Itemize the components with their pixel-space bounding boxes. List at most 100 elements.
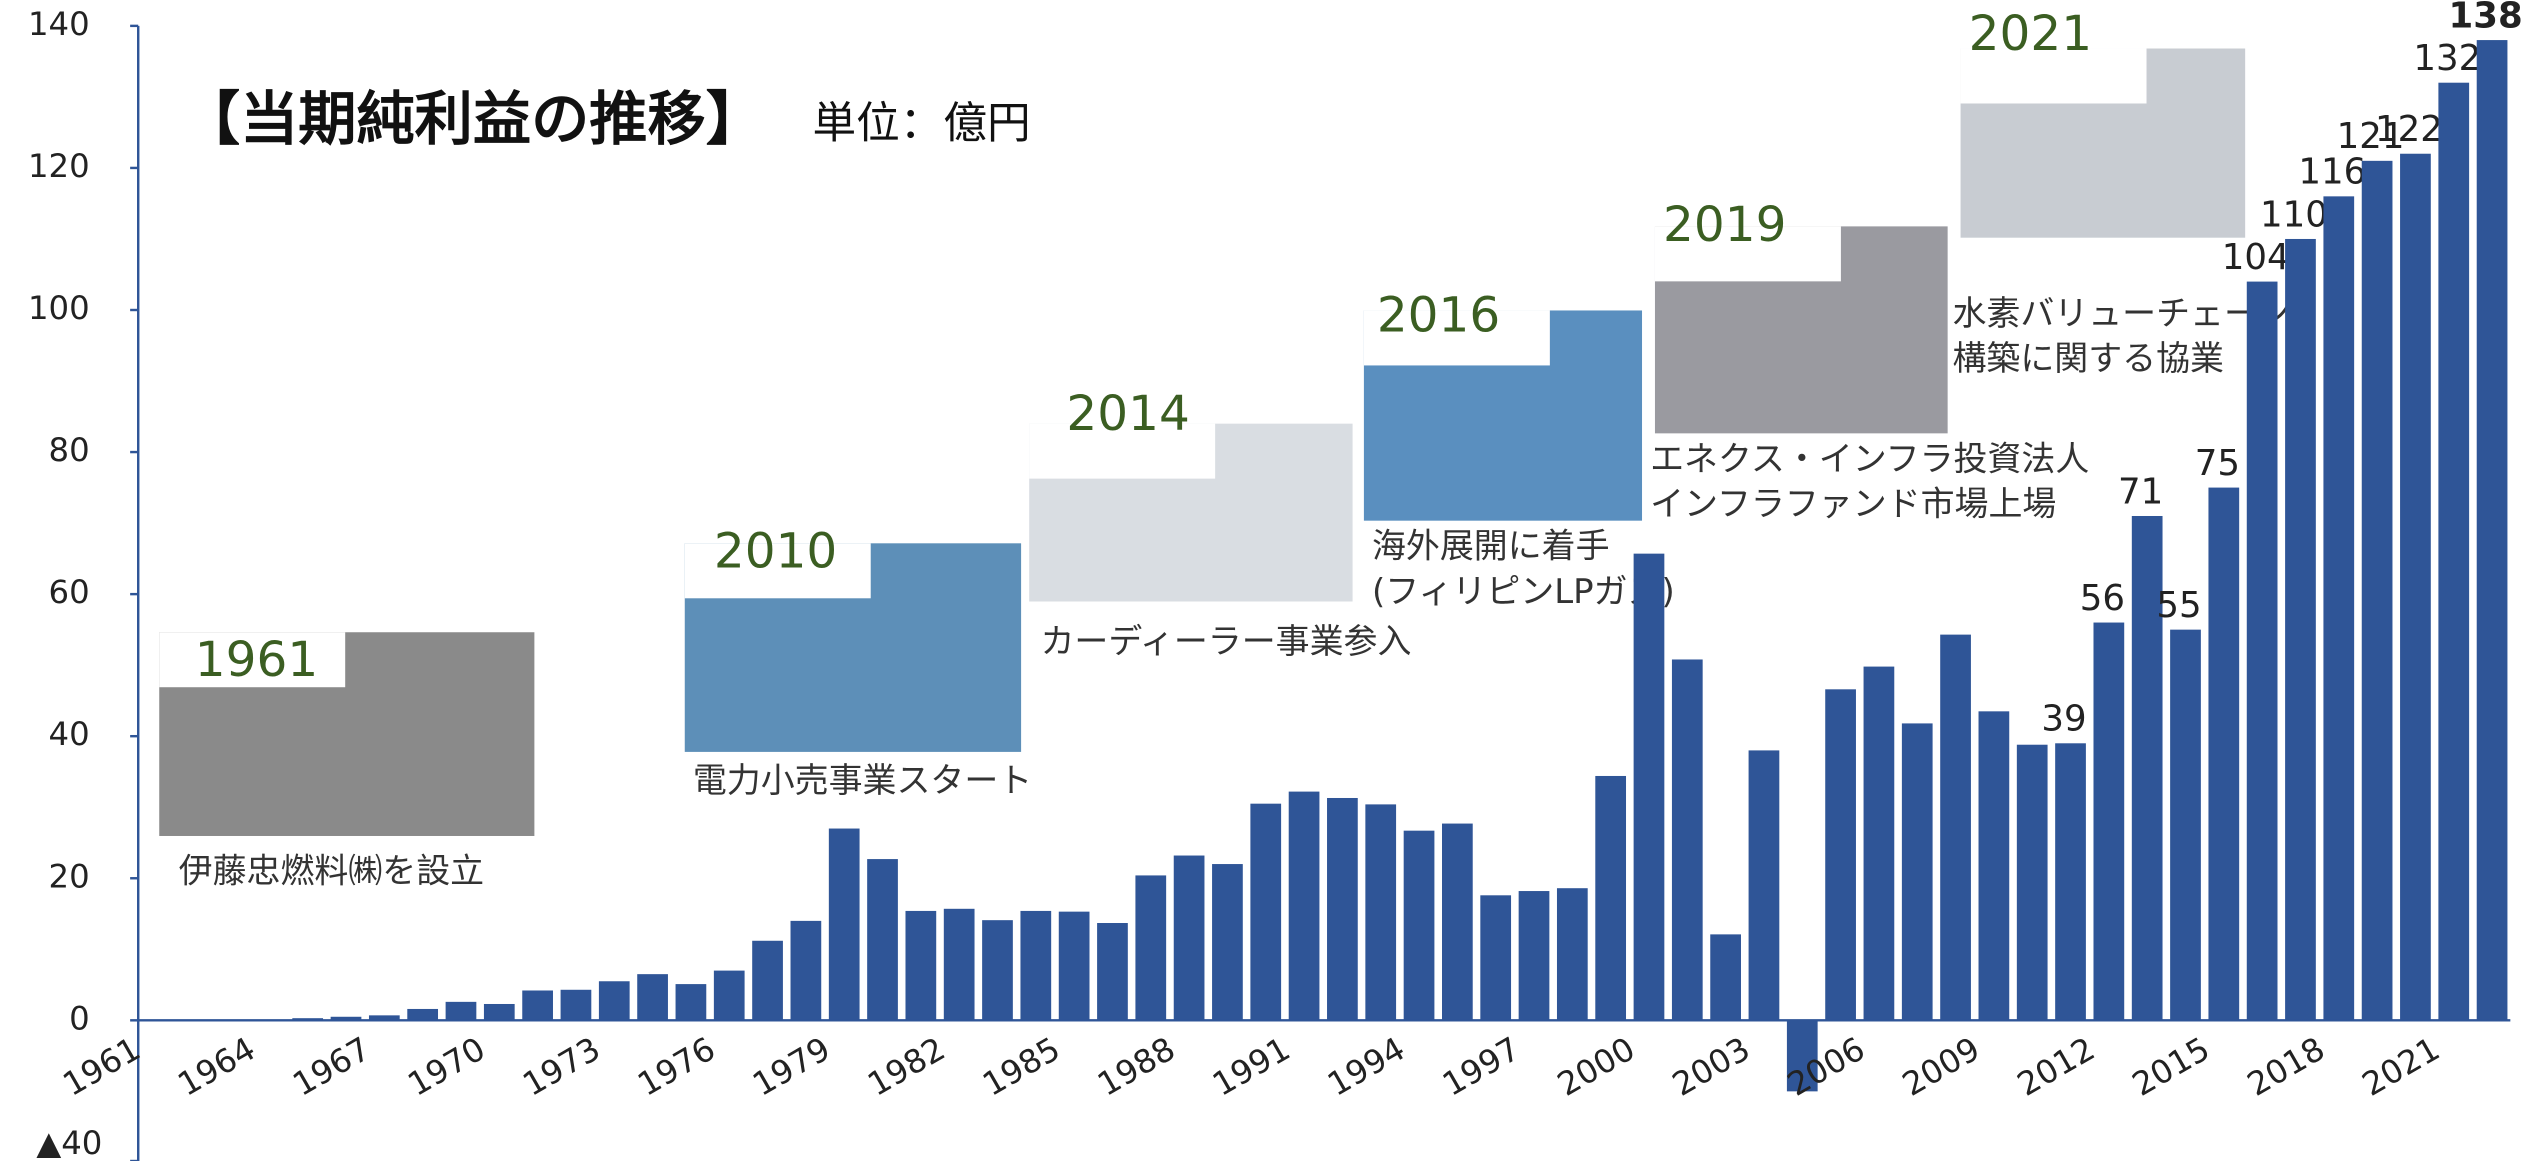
milestone-caption: カーディーラー事業参入 <box>1041 622 1412 662</box>
bar <box>637 974 668 1020</box>
value-label: 75 <box>2195 443 2240 484</box>
bar <box>1404 831 1435 1021</box>
x-tick-label: 1976 <box>631 1030 721 1104</box>
x-tick-label: 2018 <box>2241 1030 2331 1104</box>
milestone-year: 2021 <box>1969 6 2092 62</box>
x-tick-label: 2009 <box>1896 1030 1986 1104</box>
bar <box>714 971 745 1021</box>
x-tick-label: 1985 <box>976 1030 1066 1104</box>
value-label: 116 <box>2298 152 2366 193</box>
bar <box>944 909 975 1021</box>
milestone-caption: 電力小売事業スタート <box>693 761 1032 801</box>
x-tick-label: 1961 <box>56 1030 146 1104</box>
x-tick-label: 2015 <box>2126 1030 2216 1104</box>
x-tick-label: 1997 <box>1436 1030 1526 1104</box>
bar <box>1480 895 1511 1020</box>
milestone-caption: 海外展開に着手 <box>1372 527 1610 567</box>
bar <box>2017 745 2048 1021</box>
value-label: 56 <box>2080 578 2125 619</box>
y-tick-label: 60 <box>49 573 90 611</box>
bar <box>407 1009 438 1020</box>
x-tick-label: 1988 <box>1091 1030 1181 1104</box>
milestone-caption: 伊藤忠燃料㈱を設立 <box>179 852 484 892</box>
bar <box>829 829 860 1021</box>
bar <box>1059 912 1090 1021</box>
milestone-caption: インフラファンド市場上場 <box>1650 485 2056 525</box>
bar <box>982 920 1013 1020</box>
bar <box>561 990 592 1021</box>
x-tick-label: 1970 <box>401 1030 491 1104</box>
bar <box>1902 723 1933 1020</box>
bar <box>1634 554 1665 1021</box>
chart-subtitle: 単位：億円 <box>813 98 1031 149</box>
value-label: 110 <box>2260 194 2328 235</box>
y-tick-label: 40 <box>49 715 90 753</box>
bar <box>2362 161 2393 1020</box>
bar <box>791 921 822 1020</box>
milestone-year: 2010 <box>714 524 837 580</box>
x-tick-label: 1991 <box>1206 1030 1296 1104</box>
bar <box>1135 875 1166 1020</box>
milestone-year: 1961 <box>195 632 318 688</box>
x-tick-label: 2003 <box>1666 1030 1756 1104</box>
bar <box>676 984 707 1020</box>
milestone-year: 2019 <box>1663 197 1786 253</box>
bar <box>2400 154 2431 1021</box>
bar <box>1365 804 1396 1020</box>
x-tick-label: 1994 <box>1321 1030 1411 1104</box>
bar <box>1020 911 1051 1020</box>
value-label: 104 <box>2222 237 2290 278</box>
x-tick-label: 2021 <box>2356 1030 2446 1104</box>
y-tick-label: 80 <box>49 431 90 469</box>
bar <box>2285 239 2316 1020</box>
bar <box>1097 923 1128 1020</box>
y-tick-label: ▲40 <box>36 1124 102 1161</box>
bar <box>1710 934 1741 1020</box>
bar <box>752 941 783 1021</box>
x-tick-label: 2012 <box>2011 1030 2101 1104</box>
bar <box>2093 623 2124 1021</box>
x-tick-label: 1967 <box>286 1030 376 1104</box>
value-label: 122 <box>2375 109 2443 150</box>
x-tick-label: 2000 <box>1551 1030 1641 1104</box>
bar <box>1557 888 1588 1020</box>
bar <box>484 1004 515 1020</box>
bar <box>1212 864 1243 1020</box>
x-tick-label: 1973 <box>516 1030 606 1104</box>
chart: 【当期純利益の推移】 単位：億円 1961 伊藤忠燃料㈱を設立 2010 電力小売事業… <box>0 0 2537 1161</box>
value-label: 55 <box>2156 585 2201 626</box>
bar <box>2055 743 2086 1020</box>
bar <box>1327 798 1358 1020</box>
bar <box>2170 630 2201 1021</box>
bar <box>1442 824 1473 1021</box>
x-tick-label: 1964 <box>171 1030 261 1104</box>
value-label: 132 <box>2413 38 2481 79</box>
bar <box>1825 689 1856 1020</box>
value-label: 39 <box>2041 699 2086 740</box>
bar <box>1174 856 1205 1021</box>
bar <box>867 859 898 1020</box>
milestone-year: 2014 <box>1066 386 1189 442</box>
value-label: 138 <box>2448 0 2522 36</box>
milestone-caption: (フィリピンLPガス) <box>1372 572 1675 612</box>
bar <box>2208 488 2239 1021</box>
bar <box>1864 667 1895 1021</box>
bar <box>2438 83 2469 1021</box>
value-label: 71 <box>2118 471 2163 512</box>
bar <box>2477 40 2508 1020</box>
bar <box>1979 711 2010 1020</box>
y-tick-label: 120 <box>28 147 90 185</box>
milestone-caption: エネクス・インフラ投資法人 <box>1650 439 2089 479</box>
y-tick-label: 140 <box>28 5 90 43</box>
milestone-caption: 構築に関する協業 <box>1952 339 2224 379</box>
bar <box>905 911 936 1020</box>
x-tick-label: 1982 <box>861 1030 951 1104</box>
bar <box>1519 891 1550 1020</box>
y-tick-label: 100 <box>28 289 90 327</box>
bar <box>1940 635 1971 1021</box>
chart-title: 【当期純利益の推移】 <box>182 85 764 153</box>
bar <box>522 990 553 1020</box>
y-tick-label: 0 <box>69 999 90 1037</box>
x-tick-label: 1979 <box>746 1030 836 1104</box>
bar <box>2247 282 2278 1021</box>
